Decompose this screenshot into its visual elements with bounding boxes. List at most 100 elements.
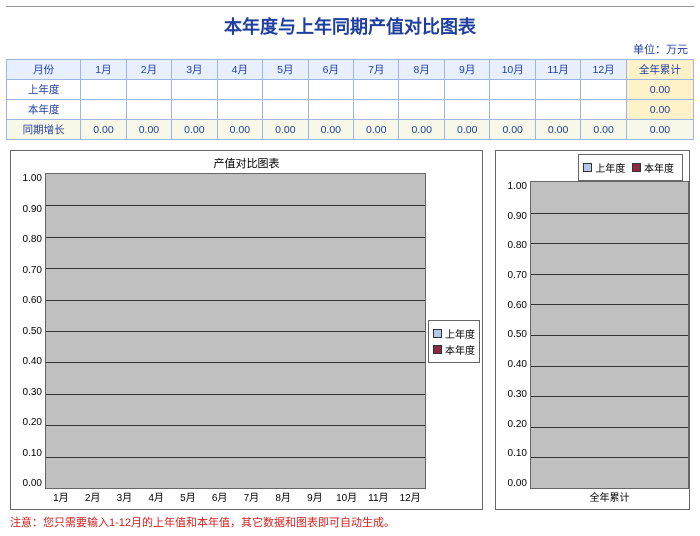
ytick: 0.00: [23, 478, 42, 489]
cell[interactable]: [535, 80, 580, 100]
ytick: 1.00: [508, 181, 527, 192]
col-total: 全年累计: [626, 60, 693, 80]
charts-row: 产值对比图表 1.00 0.90 0.80 0.70 0.60 0.50 0.4…: [6, 150, 694, 510]
ytick: 0.10: [23, 448, 42, 459]
cell[interactable]: [263, 100, 308, 120]
swatch-icon: [632, 163, 641, 172]
cell[interactable]: [399, 80, 444, 100]
x-axis: 全年累计: [496, 489, 689, 509]
col-m2: 2月: [126, 60, 171, 80]
legend: 上年度 本年度: [426, 173, 482, 509]
xtick: 6月: [204, 489, 236, 509]
cell[interactable]: [399, 100, 444, 120]
cell: 0.00: [308, 120, 353, 140]
y-axis: 1.00 0.90 0.80 0.70 0.60 0.50 0.40 0.30 …: [496, 181, 530, 489]
cell: 0.00: [81, 120, 126, 140]
ytick: 0.40: [508, 359, 527, 370]
row-growth: 同期增长 0.00 0.00 0.00 0.00 0.00 0.00 0.00 …: [7, 120, 694, 140]
xtick: 4月: [140, 489, 172, 509]
ytick: 0.60: [23, 295, 42, 306]
cell: 0.00: [581, 120, 626, 140]
legend-item: 本年度: [632, 160, 674, 175]
xtick: 3月: [109, 489, 141, 509]
x-axis: 1月 2月 3月 4月 5月 6月 7月 8月 9月 10月 11月 12月: [11, 489, 426, 509]
chart-title: 产值对比图表: [11, 151, 482, 173]
cell[interactable]: [490, 100, 535, 120]
xtick: 5月: [172, 489, 204, 509]
note-text: 注意：您只需要输入1-12月的上年值和本年值，其它数据和图表即可自动生成。: [10, 514, 395, 530]
cell[interactable]: [444, 80, 489, 100]
cell[interactable]: [263, 80, 308, 100]
col-m11: 11月: [535, 60, 580, 80]
row-curr-year: 本年度 0.00: [7, 100, 694, 120]
page-title: 本年度与上年同期产值对比图表: [6, 6, 694, 41]
cell[interactable]: [126, 80, 171, 100]
ytick: 0.00: [508, 478, 527, 489]
ytick: 0.20: [508, 419, 527, 430]
cell: 0.00: [172, 120, 217, 140]
row-label: 本年度: [7, 100, 81, 120]
cell[interactable]: [172, 100, 217, 120]
col-m12: 12月: [581, 60, 626, 80]
legend-item: 上年度: [583, 160, 625, 175]
legend-item: 上年度: [433, 326, 475, 341]
ytick: 0.70: [508, 270, 527, 281]
cell: 0.00: [399, 120, 444, 140]
xtick: 2月: [77, 489, 109, 509]
cell-total: 0.00: [626, 120, 693, 140]
xtick: 9月: [299, 489, 331, 509]
legend-label: 上年度: [595, 160, 625, 175]
legend: 上年度 本年度: [496, 151, 689, 181]
col-m3: 3月: [172, 60, 217, 80]
xtick: 10月: [331, 489, 363, 509]
plot-area: [530, 181, 689, 489]
ytick: 0.30: [508, 389, 527, 400]
ytick: 0.80: [23, 234, 42, 245]
cell: 0.00: [444, 120, 489, 140]
cell[interactable]: [81, 100, 126, 120]
cell[interactable]: [126, 100, 171, 120]
page: 本年度与上年同期产值对比图表 单位：万元 月份 1月 2月 3月 4月 5月 6…: [0, 0, 700, 536]
table-header-row: 月份 1月 2月 3月 4月 5月 6月 7月 8月 9月 10月 11月 12…: [7, 60, 694, 80]
cell[interactable]: [535, 100, 580, 120]
ytick: 0.30: [23, 387, 42, 398]
swatch-icon: [583, 163, 592, 172]
cell[interactable]: [308, 80, 353, 100]
ytick: 1.00: [23, 173, 42, 184]
cell: 0.00: [126, 120, 171, 140]
cell[interactable]: [217, 80, 262, 100]
row-label: 上年度: [7, 80, 81, 100]
xtick: 8月: [267, 489, 299, 509]
legend-item: 本年度: [433, 342, 475, 357]
col-m7: 7月: [354, 60, 399, 80]
ytick: 0.90: [23, 204, 42, 215]
cell[interactable]: [581, 100, 626, 120]
col-m9: 9月: [444, 60, 489, 80]
col-m10: 10月: [490, 60, 535, 80]
cell-total: 0.00: [626, 100, 693, 120]
col-m4: 4月: [217, 60, 262, 80]
legend-label: 本年度: [644, 160, 674, 175]
cell[interactable]: [172, 80, 217, 100]
ytick: 0.40: [23, 356, 42, 367]
col-m8: 8月: [399, 60, 444, 80]
cell: 0.00: [490, 120, 535, 140]
cell[interactable]: [354, 80, 399, 100]
ytick: 0.70: [23, 265, 42, 276]
cell[interactable]: [444, 100, 489, 120]
col-month-label: 月份: [7, 60, 81, 80]
cell[interactable]: [490, 80, 535, 100]
plot-area: [45, 173, 426, 489]
cell[interactable]: [581, 80, 626, 100]
cell[interactable]: [354, 100, 399, 120]
ytick: 0.20: [23, 417, 42, 428]
ytick: 0.10: [508, 448, 527, 459]
data-table: 月份 1月 2月 3月 4月 5月 6月 7月 8月 9月 10月 11月 12…: [6, 59, 694, 140]
xtick: 12月: [394, 489, 426, 509]
xtick: 11月: [363, 489, 395, 509]
cell[interactable]: [308, 100, 353, 120]
cell[interactable]: [81, 80, 126, 100]
cell[interactable]: [217, 100, 262, 120]
cell: 0.00: [217, 120, 262, 140]
row-prev-year: 上年度 0.00: [7, 80, 694, 100]
